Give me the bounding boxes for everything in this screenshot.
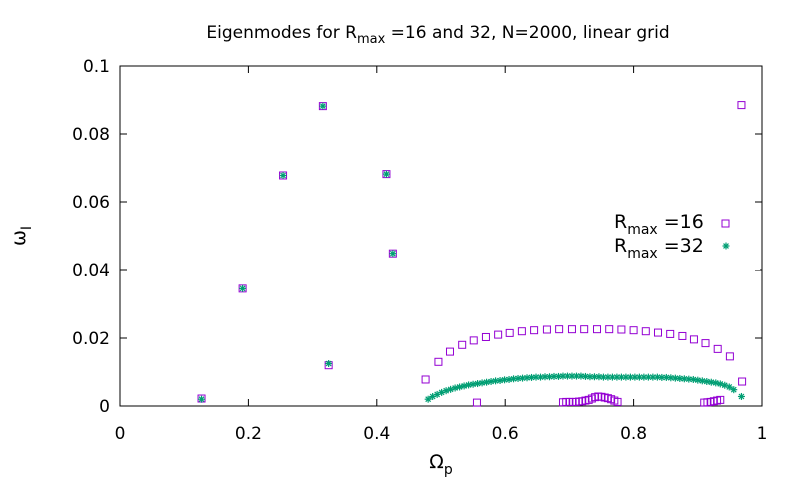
point-rmax-32: [456, 383, 464, 391]
point-rmax-32: [698, 377, 706, 385]
point-rmax-32: [712, 379, 720, 387]
point-rmax-32: [389, 250, 397, 258]
x-tick-label: 0.4: [363, 424, 390, 444]
point-rmax-32: [198, 395, 206, 403]
point-rmax-16: [678, 331, 687, 340]
point-rmax-32: [577, 372, 585, 380]
point-rmax-16: [737, 101, 746, 110]
y-tick-label: 0: [99, 397, 110, 417]
y-axis-label: ωI: [8, 226, 35, 246]
point-rmax-16: [458, 340, 467, 349]
point-rmax-16: [494, 330, 503, 339]
y-tick-label: 0.08: [72, 125, 110, 145]
x-axis-label: Ωp: [429, 451, 453, 478]
point-rmax-16: [713, 344, 722, 353]
point-rmax-16: [555, 325, 564, 334]
x-tick-label: 1: [757, 424, 768, 444]
point-rmax-32: [451, 384, 459, 392]
point-rmax-32: [505, 375, 513, 383]
point-rmax-16: [472, 398, 481, 407]
point-rmax-16: [629, 326, 638, 335]
point-rmax-16: [481, 332, 490, 341]
point-rmax-16: [738, 377, 747, 386]
point-rmax-32: [737, 392, 745, 400]
point-rmax-32: [474, 380, 482, 388]
point-rmax-32: [604, 373, 612, 381]
y-tick-label: 0.06: [72, 193, 110, 213]
legend-label-rmax-16: Rmax =16: [614, 211, 704, 238]
point-rmax-16: [434, 357, 443, 366]
legend-star-glyph: [722, 242, 730, 250]
y-tick-label: 0.02: [72, 329, 110, 349]
point-rmax-16: [542, 325, 551, 334]
x-tick-label: 0.6: [492, 424, 519, 444]
point-rmax-16: [530, 326, 539, 335]
point-rmax-32: [617, 373, 625, 381]
x-axis: 0 0.2 0.4 0.6 0.8 1: [115, 66, 768, 444]
point-rmax-16: [605, 325, 614, 334]
point-rmax-32: [608, 373, 616, 381]
point-rmax-16: [505, 328, 514, 337]
point-rmax-32: [465, 381, 473, 389]
plot-area-frame: [119, 65, 763, 407]
point-rmax-16: [641, 327, 650, 336]
legend-box: [600, 203, 760, 270]
x-tick-label: 0: [115, 424, 126, 444]
data-points: [197, 101, 747, 407]
point-rmax-32: [478, 379, 486, 387]
point-rmax-16: [716, 395, 725, 404]
point-rmax-32: [554, 372, 562, 380]
point-rmax-32: [325, 360, 333, 367]
point-rmax-32: [483, 378, 491, 386]
point-rmax-32: [694, 376, 702, 384]
point-rmax-32: [382, 170, 390, 178]
chart-title: Eigenmodes for Rmax =16 and 32, N=2000, …: [206, 23, 669, 47]
point-rmax-32: [581, 372, 589, 380]
point-rmax-32: [671, 374, 679, 382]
point-rmax-32: [487, 378, 495, 386]
point-rmax-16: [517, 327, 526, 336]
point-rmax-32: [496, 377, 504, 384]
point-rmax-32: [631, 373, 639, 381]
point-rmax-32: [730, 386, 738, 394]
x-tick-label: 0.2: [235, 424, 262, 444]
point-rmax-16: [567, 325, 576, 334]
legend: Rmax =16 Rmax =32: [600, 203, 760, 270]
point-rmax-16: [689, 335, 698, 344]
point-rmax-32: [707, 378, 715, 386]
point-rmax-16: [469, 336, 478, 345]
point-rmax-32: [595, 373, 603, 381]
point-rmax-32: [563, 372, 571, 380]
point-rmax-32: [239, 284, 247, 292]
point-rmax-16: [593, 325, 602, 334]
point-rmax-16: [725, 352, 734, 361]
x-tick-label: 0.8: [620, 424, 647, 444]
y-tick-label: 0.1: [83, 57, 110, 77]
point-rmax-32: [319, 102, 327, 110]
y-axis: 0 0.02 0.04 0.06 0.08 0.1: [72, 57, 762, 417]
legend-label-rmax-32: Rmax =32: [614, 235, 704, 262]
point-rmax-32: [279, 171, 287, 179]
point-rmax-16: [580, 325, 589, 334]
point-rmax-32: [469, 380, 477, 388]
y-tick-label: 0.04: [72, 261, 110, 281]
point-rmax-32: [613, 373, 621, 381]
point-rmax-32: [599, 373, 607, 381]
point-rmax-32: [649, 373, 657, 381]
point-rmax-16: [421, 375, 430, 384]
point-rmax-16: [613, 397, 622, 406]
point-rmax-32: [689, 375, 697, 383]
point-rmax-16: [666, 329, 675, 338]
point-rmax-32: [572, 372, 580, 380]
point-rmax-16: [701, 339, 710, 348]
point-rmax-16: [617, 325, 626, 334]
point-rmax-16: [653, 328, 662, 337]
legend-marker-rmax-32: [722, 242, 730, 250]
point-rmax-32: [703, 378, 711, 386]
point-rmax-16: [445, 347, 454, 356]
point-rmax-32: [460, 382, 468, 390]
point-rmax-32: [685, 375, 693, 383]
legend-marker-rmax-16: [721, 219, 730, 228]
